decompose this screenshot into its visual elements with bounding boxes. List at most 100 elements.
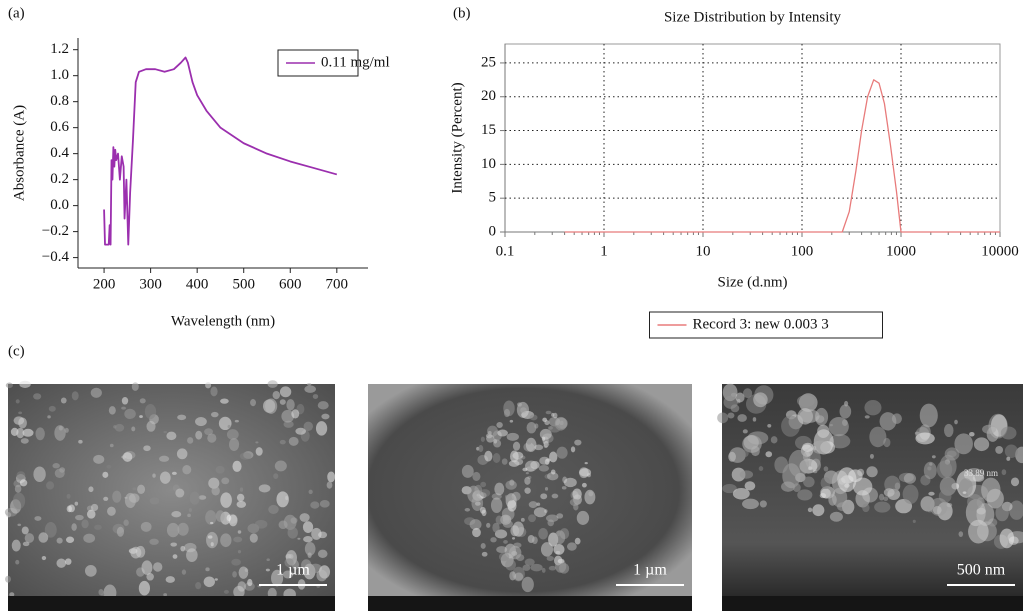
particle [20,479,27,486]
legend-label: Record 3: new 0.003 3 [693,316,829,332]
y-tick-label: 0.2 [50,171,69,187]
y-tick-label: 1.2 [50,41,69,57]
particle [255,441,258,443]
particle [152,474,155,478]
particle [93,455,104,464]
figure: (a) (b) (c) 1 µm1 µm500 nm33.89 nm −0.4−… [0,0,1023,611]
particle [542,568,546,573]
particle [42,556,46,560]
particle [522,468,527,472]
particle [149,539,158,545]
particle [478,445,483,452]
particle [267,380,277,388]
particle [811,441,831,454]
particle [571,446,575,452]
particle [91,504,98,511]
particle [945,447,960,460]
particle [502,458,508,464]
particle [309,490,313,495]
particle [862,503,869,512]
particle [472,472,480,481]
particle [195,431,202,440]
particle [892,413,902,424]
particle [91,388,102,398]
particle [548,426,553,430]
particle [78,440,82,444]
particle [288,527,298,539]
particle [969,432,975,437]
particle [574,440,581,446]
particle [327,481,333,488]
particle [765,451,772,457]
particle [265,399,277,414]
particle [560,421,564,425]
x-tick-label: 10 [696,243,711,259]
particle [517,402,522,406]
particle [954,420,958,425]
particle [588,491,593,496]
particle [208,535,213,538]
particle [735,393,744,403]
particle [729,447,745,463]
particle [227,515,232,521]
particle [15,560,19,565]
particle [564,478,577,487]
particle [491,498,502,513]
particle [482,552,488,557]
particle [540,493,547,499]
particle [115,424,124,432]
particle [567,542,577,550]
particle [947,503,953,507]
particle [221,477,229,484]
particle [186,548,198,562]
particle [81,519,88,528]
particle [175,489,184,498]
particle [122,397,128,404]
particle [21,438,29,444]
particle [143,445,150,451]
particle [727,413,734,419]
particle [75,502,79,506]
particle [61,398,67,404]
y-axis-label: Intensity (Percent) [449,82,465,193]
particle [866,466,877,477]
scale-bar-label: 500 nm [957,562,1006,579]
particle [16,471,25,479]
particle [967,494,982,510]
particle [1000,529,1015,549]
particle [145,404,156,419]
particle [529,501,538,508]
particle [582,483,587,488]
x-tick-label: 600 [279,276,302,292]
particle [499,552,509,561]
particle [743,449,749,456]
particle [544,443,549,446]
particle [959,478,973,496]
x-axis-label: Wavelength (nm) [171,313,275,329]
particle [320,500,330,508]
particle [207,433,216,442]
particle [142,560,153,574]
particle [524,477,530,485]
panel-label: (a) [8,5,25,21]
particle [303,521,313,533]
particle [844,484,850,488]
info-bar [368,596,692,611]
particle [121,455,126,459]
particle [530,414,538,420]
x-tick-label: 1 [600,243,608,259]
particle [547,556,554,561]
particle [484,451,492,462]
data-line [104,57,337,244]
particle [266,569,270,572]
particle [229,438,239,451]
particle [820,493,826,498]
particle [534,423,538,428]
particle [125,493,136,508]
x-tick-label: 500 [232,276,255,292]
particle [16,428,24,438]
particle [137,485,145,494]
particle [247,579,252,586]
particle [490,537,496,542]
particle [131,427,135,432]
